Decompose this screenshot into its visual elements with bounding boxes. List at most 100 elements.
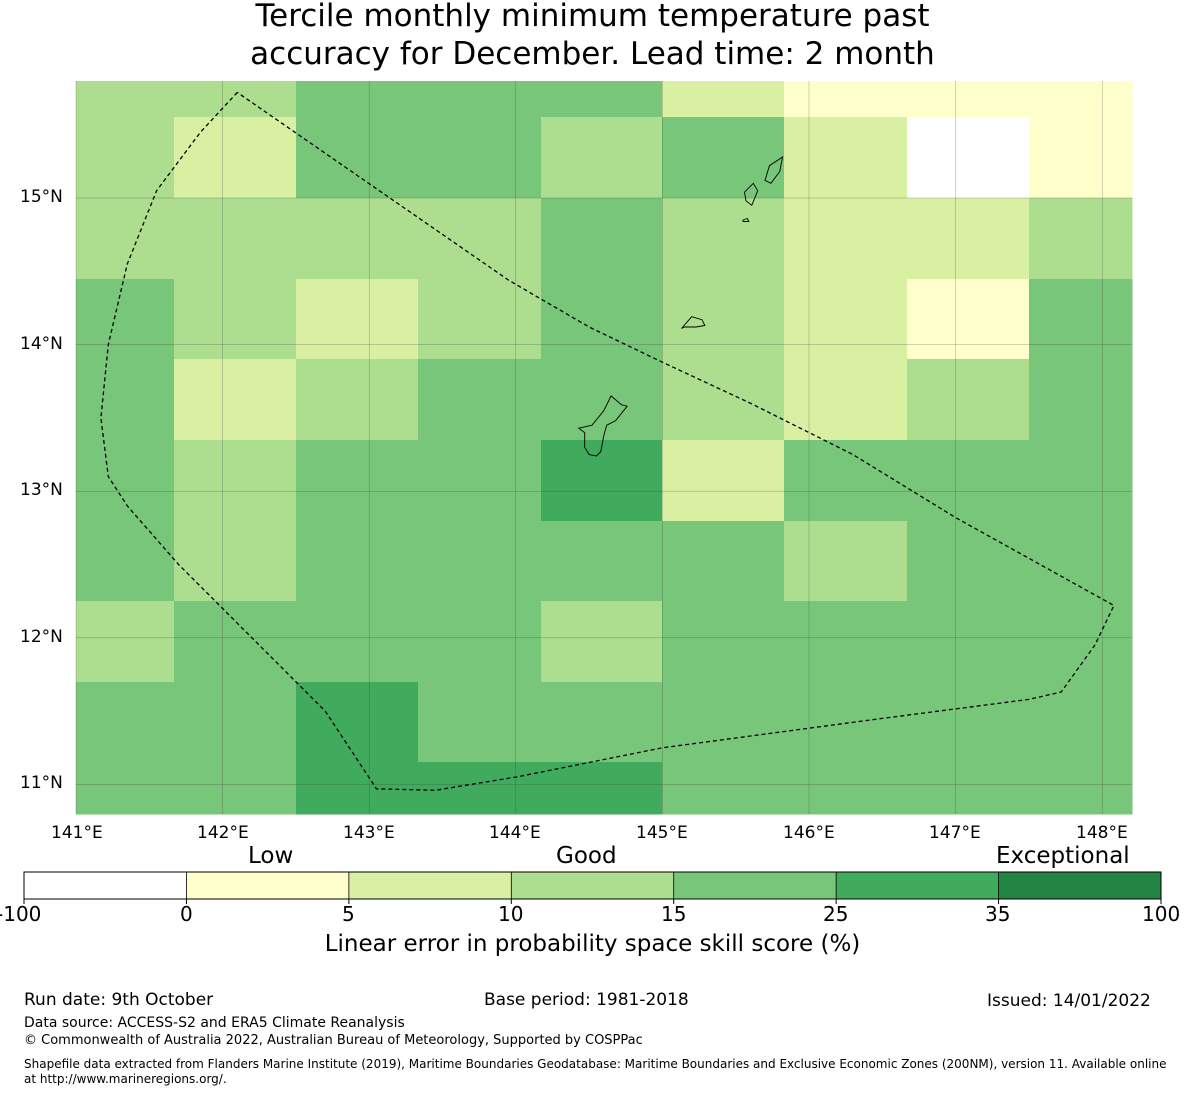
- grid-cell: [174, 117, 297, 199]
- grid-cell: [541, 682, 663, 763]
- grid-cell: [418, 81, 542, 118]
- grid-cell: [76, 762, 175, 815]
- grid-cell: [296, 762, 419, 815]
- colorbar-tick-label: 15: [661, 902, 687, 926]
- legend-category-exceptional: Exceptional: [996, 843, 1130, 869]
- grid-cell: [1029, 359, 1133, 441]
- shapefile-credit: Shapefile data extracted from Flanders M…: [24, 1057, 1167, 1071]
- colorbar-tick-label: 100: [1142, 902, 1181, 926]
- grid-cell: [541, 117, 663, 199]
- grid-cell: [784, 81, 908, 118]
- copyright: © Commonwealth of Australia 2022, Austra…: [24, 1033, 643, 1048]
- grid-cell: [784, 682, 908, 763]
- grid-cell: [1029, 521, 1133, 602]
- title-line-1: Tercile monthly minimum temperature past: [255, 0, 930, 34]
- grid-cell: [76, 198, 175, 280]
- grid-cell: [76, 117, 175, 199]
- grid-cell: [784, 762, 908, 815]
- grid-cell: [907, 198, 1030, 280]
- grid-cell: [541, 279, 663, 360]
- colorbar-tick-label: -100: [0, 902, 42, 926]
- island-outline: [764, 156, 784, 184]
- grid-cell: [1029, 762, 1133, 815]
- grid-cell: [907, 117, 1030, 199]
- grid-cell: [76, 440, 175, 522]
- grid-cell: [296, 601, 419, 683]
- grid-cell: [907, 359, 1030, 441]
- colorbar-segment: [511, 872, 674, 899]
- grid-cell: [296, 198, 419, 280]
- colorbar-segment: [24, 872, 187, 899]
- shapefile-credit-url: at http://www.marineregions.org/.: [24, 1072, 227, 1086]
- grid-cell: [296, 359, 419, 441]
- colorbar-segment: [186, 872, 349, 899]
- grid-cell: [76, 601, 175, 683]
- grid-cell: [174, 198, 297, 280]
- legend-category-good: Good: [556, 843, 617, 869]
- island-outline: [744, 182, 759, 207]
- grid-cell: [174, 762, 297, 815]
- grid-cell: [76, 279, 175, 360]
- grid-cell: [662, 762, 785, 815]
- grid-cell: [1029, 198, 1133, 280]
- grid-cell: [76, 521, 175, 602]
- grid-cell: [1029, 440, 1133, 522]
- grid-cell: [418, 279, 542, 360]
- grid-cell: [174, 521, 297, 602]
- grid-cell: [784, 521, 908, 602]
- grid-cell: [296, 521, 419, 602]
- colorbar-segment: [998, 872, 1161, 899]
- grid-cell: [662, 117, 785, 199]
- lat-label: 11°N: [20, 773, 63, 793]
- grid-cell: [296, 440, 419, 522]
- grid-cell: [662, 682, 785, 763]
- lon-label: 143°E: [343, 823, 395, 843]
- colorbar-tick-label: 10: [498, 902, 524, 926]
- grid-cell: [541, 198, 663, 280]
- grid-cell: [784, 279, 908, 360]
- grid-cell: [174, 359, 297, 441]
- grid-cell: [907, 279, 1030, 360]
- data-source: Data source: ACCESS-S2 and ERA5 Climate …: [24, 1015, 405, 1031]
- colorbar-segment: [673, 872, 837, 899]
- grid-cell: [1029, 682, 1133, 763]
- lon-label: 148°E: [1076, 823, 1128, 843]
- grid-cell: [784, 117, 908, 199]
- grid-cell: [1029, 601, 1133, 683]
- colorbar-frame: [23, 871, 1162, 900]
- eez-boundary: [100, 91, 1115, 791]
- grid-cell: [76, 359, 175, 441]
- run-date: Run date: 9th October: [24, 990, 214, 1010]
- grid-cell: [907, 762, 1030, 815]
- colorbar-tick-label: 5: [342, 902, 355, 926]
- base-period: Base period: 1981-2018: [484, 990, 689, 1010]
- grid-cell: [541, 521, 663, 602]
- colorbar-segment: [348, 872, 512, 899]
- skill-grid: [76, 81, 1133, 815]
- grid-cell: [662, 81, 785, 118]
- grid-cell: [418, 601, 542, 683]
- grid-cell: [418, 682, 542, 763]
- grid-cell: [907, 682, 1030, 763]
- grid-cell: [907, 440, 1030, 522]
- islands: [577, 156, 784, 457]
- grid-cell: [541, 359, 663, 441]
- grid-cell: [76, 81, 175, 118]
- grid-cell: [296, 682, 419, 763]
- grid-cell: [418, 198, 542, 280]
- island-outline: [577, 395, 628, 457]
- grid-cell: [662, 279, 785, 360]
- grid-cell: [907, 81, 1030, 118]
- grid-cell: [174, 440, 297, 522]
- lon-label: 144°E: [489, 823, 541, 843]
- grid-cell: [662, 359, 785, 441]
- lon-label: 147°E: [929, 823, 981, 843]
- title-line-2: accuracy for December. Lead time: 2 mont…: [250, 36, 935, 72]
- lat-label: 13°N: [20, 480, 63, 500]
- grid-cell: [174, 682, 297, 763]
- grid-cell: [174, 279, 297, 360]
- lat-label: 12°N: [20, 627, 63, 647]
- grid-cell: [296, 117, 419, 199]
- grid-cell: [784, 359, 908, 441]
